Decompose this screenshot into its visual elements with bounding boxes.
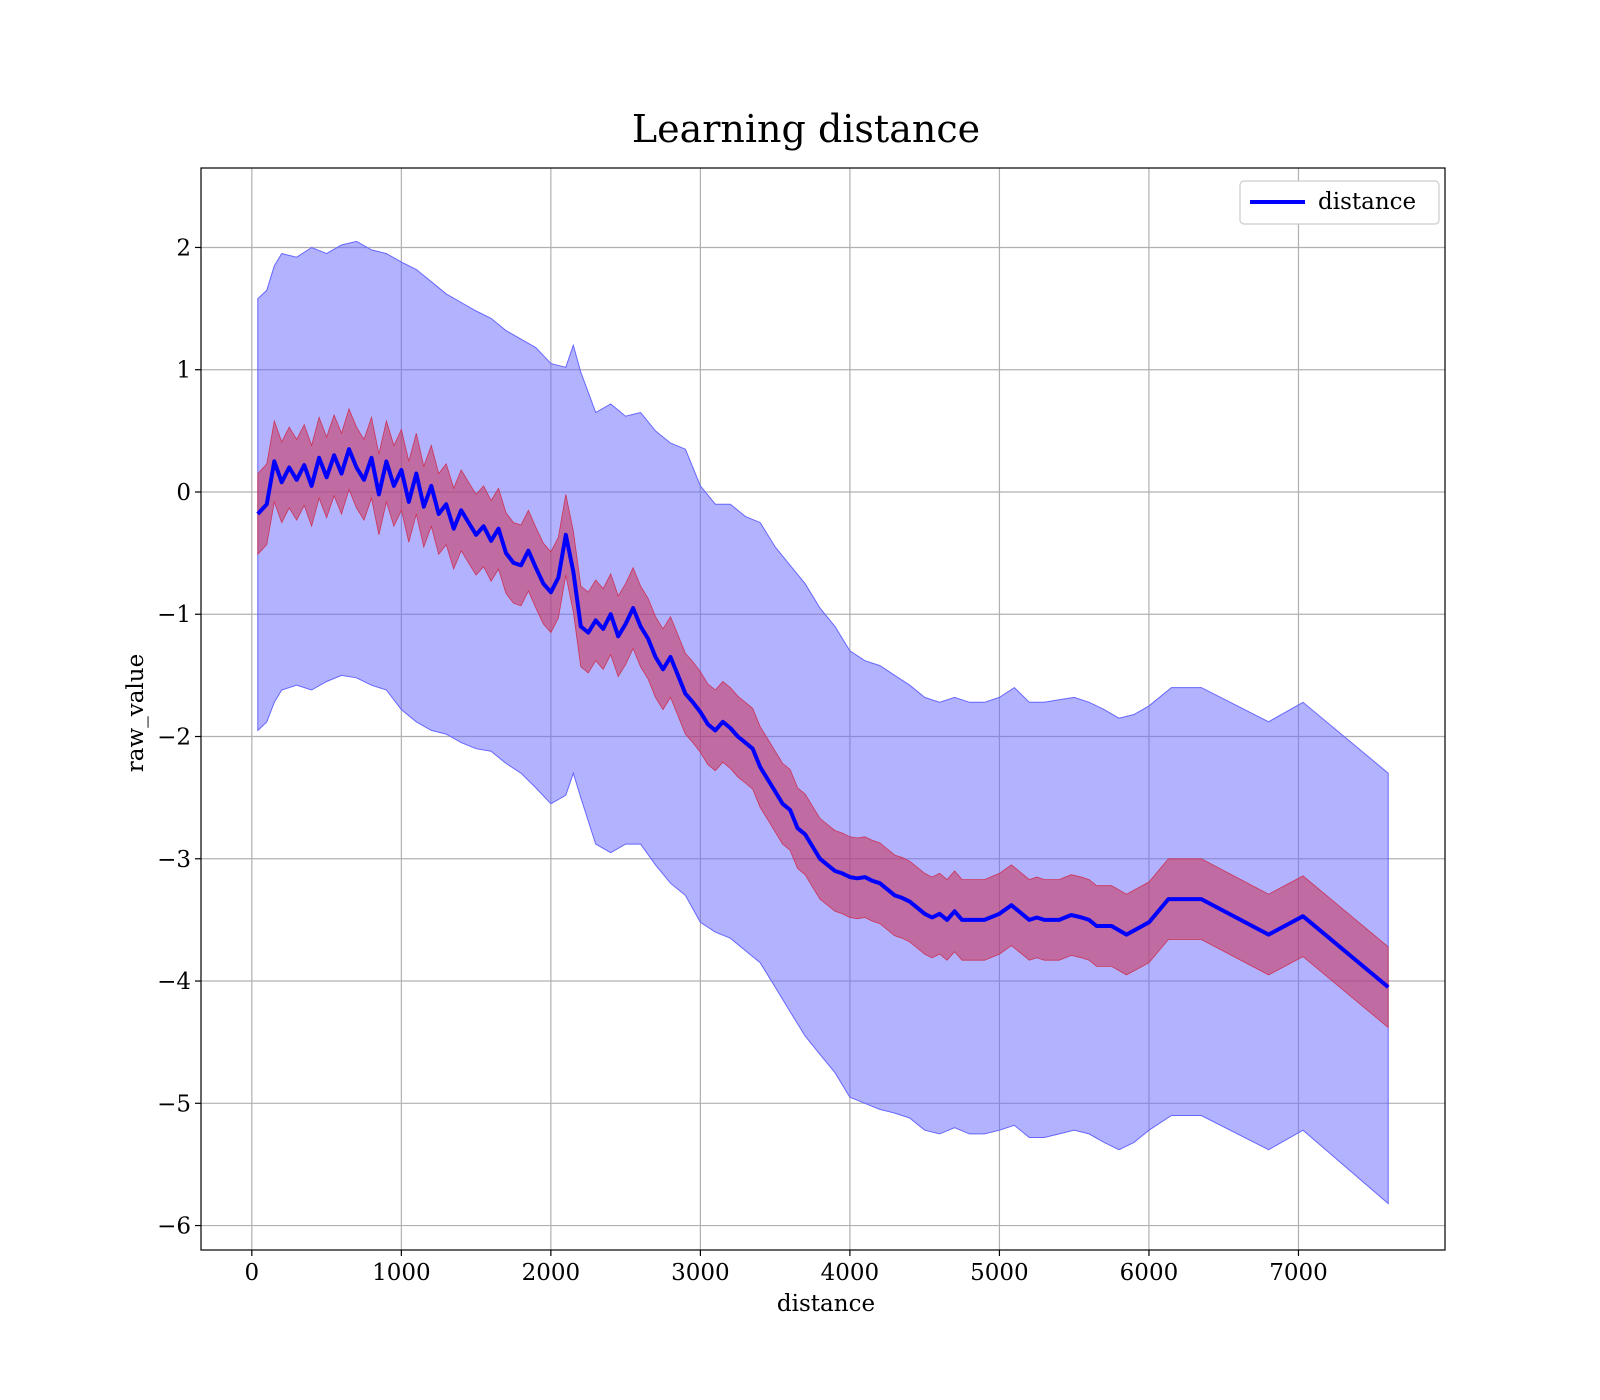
y-tick-label: −4 (157, 969, 191, 995)
y-tick-label: −5 (157, 1091, 191, 1117)
y-tick-label: −3 (157, 847, 191, 873)
y-tick-label: 1 (176, 358, 191, 384)
outer-confidence-band (257, 240, 1389, 1205)
x-tick-label: 1000 (372, 1260, 431, 1286)
chart-title: Learning distance (632, 107, 980, 151)
x-axis-ticks: 0 1000 2000 3000 4000 5000 6000 7000 (245, 1250, 1328, 1286)
inner-confidence-band (257, 407, 1389, 1029)
x-tick-label: 6000 (1120, 1260, 1179, 1286)
legend-entry-distance: distance (1318, 189, 1416, 215)
x-tick-label: 7000 (1269, 1260, 1328, 1286)
x-tick-label: 4000 (821, 1260, 880, 1286)
y-axis-label: raw_value (123, 654, 149, 772)
y-tick-label: −6 (157, 1214, 191, 1240)
plot-frame (200, 167, 1446, 1251)
x-tick-label: 2000 (522, 1260, 581, 1286)
y-axis-ticks: 2 1 0 −1 −2 −3 −4 −5 −6 (157, 235, 201, 1240)
legend: distance (1239, 180, 1440, 225)
legend-box (1239, 180, 1440, 225)
y-tick-label: 0 (176, 480, 191, 506)
x-tick-label: 3000 (671, 1260, 730, 1286)
y-tick-label: −1 (157, 602, 191, 628)
series-line-distance (256, 447, 1390, 989)
x-tick-label: 0 (245, 1260, 260, 1286)
x-tick-label: 5000 (970, 1260, 1029, 1286)
y-tick-label: −2 (157, 725, 191, 751)
x-axis-label: distance (777, 1291, 875, 1317)
y-tick-label: 2 (176, 235, 191, 261)
